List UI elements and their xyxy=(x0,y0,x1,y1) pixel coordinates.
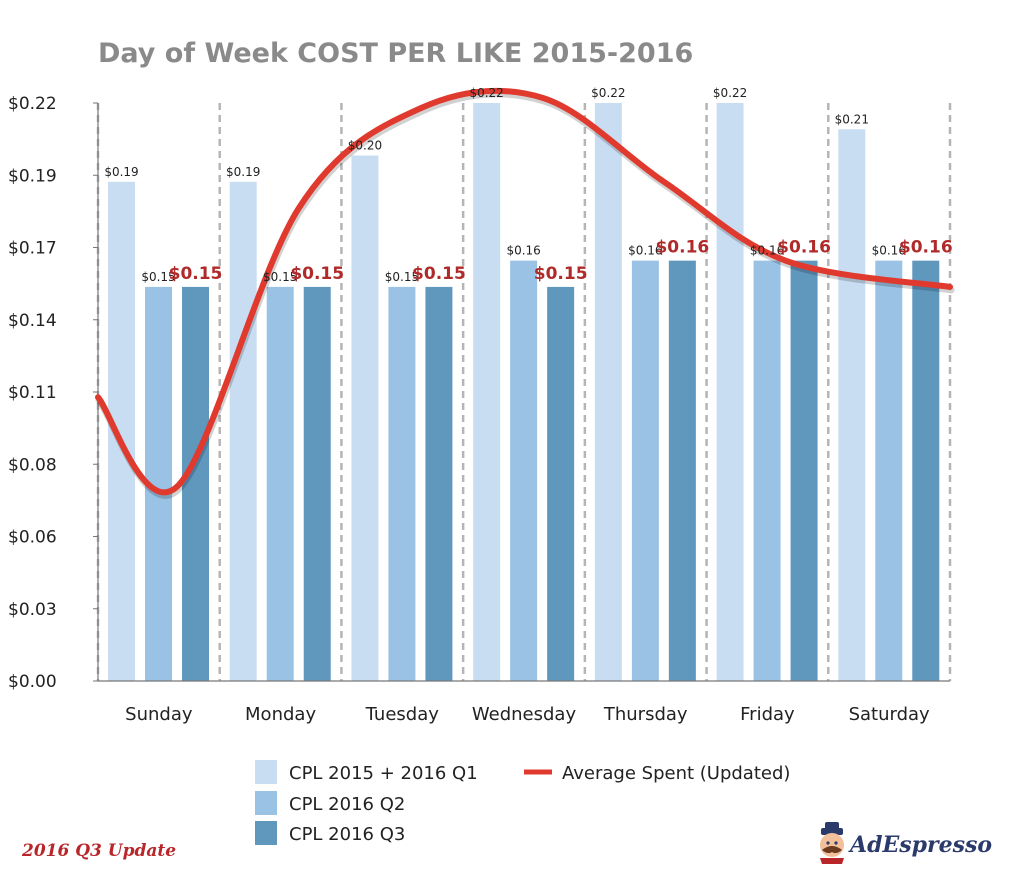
bar xyxy=(266,286,294,681)
bar xyxy=(182,286,209,681)
bar xyxy=(753,260,781,681)
bar xyxy=(473,103,501,681)
y-tick-label: $0.08 xyxy=(8,455,57,475)
bar xyxy=(594,103,622,681)
bar xyxy=(838,129,866,682)
y-tick-label: $0.03 xyxy=(8,600,57,620)
grid-layer xyxy=(96,103,952,681)
data-label: $0.21 xyxy=(835,112,869,126)
x-tick-label: Wednesday xyxy=(472,704,577,725)
legend-label: CPL 2016 Q3 xyxy=(289,824,405,845)
bar xyxy=(303,286,331,681)
bar xyxy=(351,155,379,681)
label-layer: $0.19 $0.19 $0.20 $0.22 $0.22 $0.22 $0.21 $0.15… xyxy=(104,86,952,284)
bar xyxy=(790,260,818,681)
data-label: $0.15 xyxy=(385,270,419,284)
data-label: $0.15 xyxy=(141,270,175,284)
data-label: $0.16 xyxy=(655,238,709,258)
data-label: $0.19 xyxy=(104,165,138,179)
mascot-icon xyxy=(820,822,844,864)
data-label: $0.15 xyxy=(263,270,297,284)
data-label: $0.15 xyxy=(169,264,223,284)
bar xyxy=(716,103,744,681)
x-tick-label: Sunday xyxy=(125,704,193,725)
line-layer xyxy=(95,87,955,499)
brand-name: AdEspresso xyxy=(848,832,992,858)
x-tick-label: Friday xyxy=(740,704,795,725)
adespresso-logo: AdEspresso xyxy=(820,822,992,864)
data-label: $0.16 xyxy=(506,244,540,258)
y-tick-label: $0.00 xyxy=(8,672,57,692)
bar xyxy=(668,260,696,681)
x-tick-label: Saturday xyxy=(849,704,930,725)
data-label: $0.22 xyxy=(713,86,747,100)
y-tick-label: $0.22 xyxy=(8,94,57,114)
chart-title: Day of Week COST PER LIKE 2015-2016 xyxy=(98,38,693,69)
y-tick-label: $0.06 xyxy=(8,528,57,548)
legend-label: CPL 2016 Q2 xyxy=(289,794,405,815)
data-label: $0.16 xyxy=(628,244,662,258)
y-tick-label: $0.11 xyxy=(8,383,57,403)
update-label: 2016 Q3 Update xyxy=(21,841,176,861)
bar xyxy=(631,260,659,681)
y-tick-label: $0.19 xyxy=(8,166,57,186)
x-tick-label: Tuesday xyxy=(365,704,440,725)
legend-swatch xyxy=(255,821,277,845)
data-label: $0.15 xyxy=(412,264,466,284)
bar xyxy=(510,260,538,681)
legend-swatch xyxy=(255,760,277,784)
x-tick-label: Monday xyxy=(245,704,316,725)
legend-label: Average Spent (Updated) xyxy=(562,763,790,784)
data-label: $0.16 xyxy=(777,238,831,258)
bars-layer xyxy=(108,103,940,682)
legend: CPL 2015 + 2016 Q1 CPL 2016 Q2 CPL 2016 Q3… xyxy=(255,760,790,845)
data-label: $0.19 xyxy=(226,165,260,179)
data-label: $0.22 xyxy=(591,86,625,100)
data-label: $0.16 xyxy=(899,238,953,258)
data-label: $0.15 xyxy=(534,264,588,284)
data-label: $0.20 xyxy=(348,139,382,153)
bar xyxy=(912,260,940,681)
bar xyxy=(229,181,257,681)
y-tick-label: $0.17 xyxy=(8,239,57,259)
bar xyxy=(875,260,903,681)
average-spent-line xyxy=(95,87,953,496)
bar xyxy=(425,286,453,681)
data-label: $0.16 xyxy=(750,244,784,258)
data-label: $0.15 xyxy=(290,264,344,284)
data-label: $0.16 xyxy=(872,244,906,258)
data-label: $0.22 xyxy=(469,86,503,100)
axis-layer: $0.00 $0.03 $0.06 $0.08 $0.11 $0.14 $0.17 $0.19… xyxy=(8,94,950,725)
legend-label: CPL 2015 + 2016 Q1 xyxy=(289,763,478,784)
legend-swatch xyxy=(255,791,277,815)
bar xyxy=(388,286,416,681)
bar xyxy=(547,286,575,681)
y-tick-label: $0.14 xyxy=(8,311,57,331)
x-tick-label: Thursday xyxy=(603,704,688,725)
